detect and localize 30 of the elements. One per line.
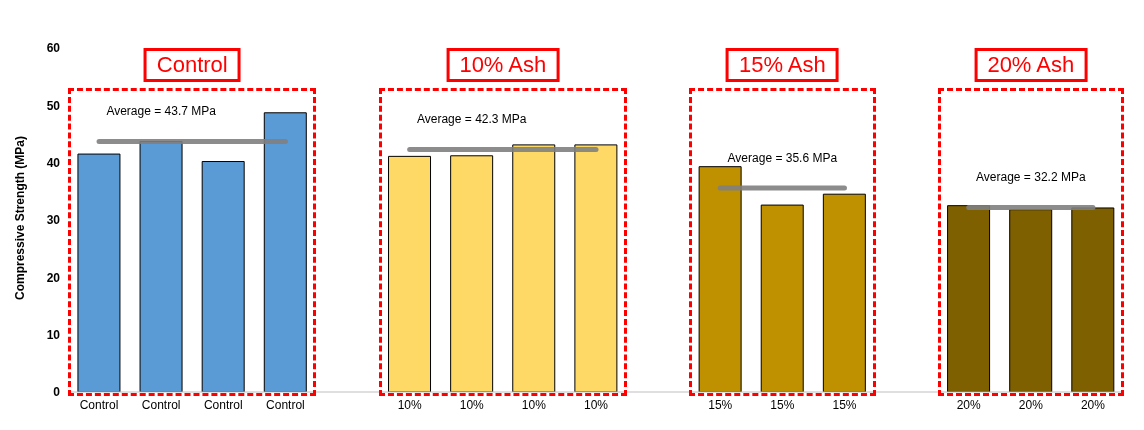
y-tick-label: 40 <box>46 155 61 170</box>
x-tick-label: 20% <box>1018 397 1044 412</box>
annotation: 10% Ash <box>446 47 560 82</box>
x-tick-label: 10% <box>583 397 609 412</box>
y-tick-label: 50 <box>46 98 61 113</box>
y-tick-label: 30 <box>46 213 61 228</box>
x-tick-label: 10% <box>397 397 422 412</box>
x-tick-label: Control <box>141 397 181 412</box>
x-tick-label: 15% <box>708 397 733 412</box>
series-label: Average = 43.7 MPa <box>106 104 217 119</box>
y-tick-label: 10 <box>46 327 61 342</box>
annotation: 20% Ash <box>974 47 1088 82</box>
x-tick-label: Control <box>79 397 119 412</box>
series-label: Average = 35.6 MPa <box>727 150 838 165</box>
annotation: 15% Ash <box>725 47 839 82</box>
series-label: Average = 32.2 MPa <box>976 170 1086 185</box>
y-tick-label: 20 <box>46 270 61 285</box>
y-tick-label: 60 <box>46 41 61 56</box>
annotation: Control <box>143 47 241 82</box>
x-tick-label: 15% <box>832 397 857 412</box>
series-label: Average = 42.3 MPa <box>417 112 527 127</box>
x-tick-label: 10% <box>459 397 485 412</box>
x-tick-label: 15% <box>770 397 795 412</box>
y-axis-title: Compressive Strength (MPa) <box>13 135 28 300</box>
y-tick-label: 0 <box>53 385 61 400</box>
x-tick-label: 20% <box>956 397 982 412</box>
x-tick-label: 10% <box>521 397 547 412</box>
x-tick-label: 20% <box>1080 397 1106 412</box>
x-tick-label: Control <box>266 397 305 412</box>
x-tick-label: Control <box>203 397 243 412</box>
